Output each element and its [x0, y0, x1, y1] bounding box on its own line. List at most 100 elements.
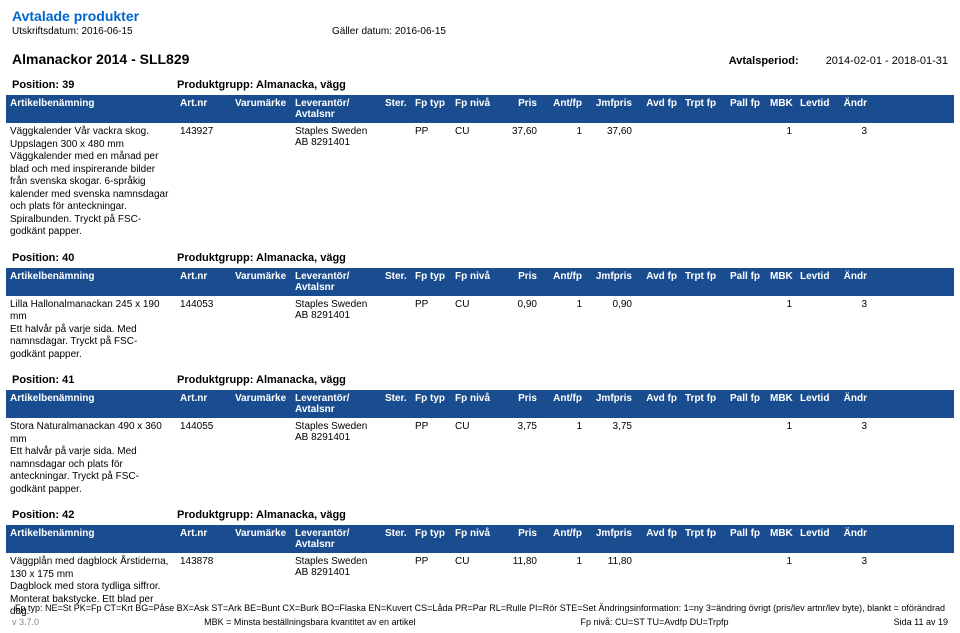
td-fpn: CU [451, 556, 496, 567]
position-line: Position: 40 Produktgrupp: Almanacka, vä… [0, 242, 960, 268]
footer-version: v 3.7.0 [12, 617, 39, 627]
td-fpn: CU [451, 126, 496, 137]
th-trp: Trpt fp [681, 393, 726, 415]
td-name: Stora Naturalmanackan 490 x 360 mmEtt ha… [6, 421, 176, 496]
th-trp: Trpt fp [681, 271, 726, 293]
th-lev: Leverantör/ Avtalsnr [291, 271, 381, 293]
th-lev: Leverantör/ Avtalsnr [291, 393, 381, 415]
td-mbk: 1 [766, 299, 796, 310]
td-lev: Staples Sweden AB 8291401 [291, 421, 381, 443]
td-pris: 11,80 [496, 556, 541, 567]
th-ant: Ant/fp [541, 98, 586, 120]
page-title: Avtalade produkter [0, 0, 960, 26]
td-art: 144053 [176, 299, 231, 310]
position-line: Position: 39 Produktgrupp: Almanacka, vä… [0, 69, 960, 95]
footer-legend: Fp typ: NE=St PK=Fp CT=Krt BG=Påse BX=As… [12, 603, 948, 613]
td-art: 143927 [176, 126, 231, 137]
th-fpt: Fp typ [411, 98, 451, 120]
page-subhead: Utskriftsdatum: 2016-06-15 Gäller datum:… [0, 26, 960, 43]
th-var: Varumärke [231, 271, 291, 293]
th-lev: Leverantör/ Avtalsnr [291, 98, 381, 120]
th-name: Artikelbenämning [6, 393, 176, 415]
td-and: 3 [836, 126, 871, 137]
table-header: Artikelbenämning Art.nr Varumärke Levera… [6, 95, 954, 123]
position-line: Position: 42 Produktgrupp: Almanacka, vä… [0, 499, 960, 525]
th-name: Artikelbenämning [6, 271, 176, 293]
th-and: Ändr [836, 271, 871, 293]
td-pris: 37,60 [496, 126, 541, 137]
td-and: 3 [836, 299, 871, 310]
th-var: Varumärke [231, 98, 291, 120]
product-group-label: Produktgrupp: Almanacka, vägg [177, 252, 346, 264]
td-name: Väggkalender Vår vackra skog. Uppslagen … [6, 126, 176, 239]
th-lev: Leverantör/ Avtalsnr [291, 528, 381, 550]
td-jmf: 0,90 [586, 299, 636, 310]
th-ster: Ster. [381, 271, 411, 293]
th-lev2: Levtid [796, 98, 836, 120]
print-date-label: Utskriftsdatum: [12, 26, 79, 37]
td-pris: 0,90 [496, 299, 541, 310]
th-fpt: Fp typ [411, 393, 451, 415]
th-art: Art.nr [176, 528, 231, 550]
th-fpn: Fp nivå [451, 271, 496, 293]
th-and: Ändr [836, 98, 871, 120]
td-name: Lilla Hallonalmanackan 245 x 190 mmEtt h… [6, 299, 176, 362]
th-art: Art.nr [176, 271, 231, 293]
th-ster: Ster. [381, 98, 411, 120]
td-fpn: CU [451, 421, 496, 432]
td-lev: Staples Sweden AB 8291401 [291, 126, 381, 148]
td-pris: 3,75 [496, 421, 541, 432]
th-art: Art.nr [176, 393, 231, 415]
th-lev2: Levtid [796, 393, 836, 415]
table-row: Stora Naturalmanackan 490 x 360 mmEtt ha… [6, 418, 954, 499]
th-fpn: Fp nivå [451, 98, 496, 120]
th-fpt: Fp typ [411, 528, 451, 550]
position-label: Position: 39 [12, 79, 177, 91]
th-jmf: Jmfpris [586, 528, 636, 550]
page-footer: Fp typ: NE=St PK=Fp CT=Krt BG=Påse BX=As… [0, 599, 960, 633]
th-var: Varumärke [231, 393, 291, 415]
td-ant: 1 [541, 299, 586, 310]
footer-page: Sida 11 av 19 [894, 617, 948, 627]
td-mbk: 1 [766, 556, 796, 567]
th-pris: Pris [496, 393, 541, 415]
th-fpn: Fp nivå [451, 393, 496, 415]
valid-date: 2016-06-15 [395, 26, 446, 37]
th-ster: Ster. [381, 393, 411, 415]
th-pris: Pris [496, 98, 541, 120]
valid-date-label: Gäller datum: [332, 26, 392, 37]
td-fpt: PP [411, 421, 451, 432]
th-var: Varumärke [231, 528, 291, 550]
td-fpt: PP [411, 126, 451, 137]
td-ant: 1 [541, 556, 586, 567]
th-art: Art.nr [176, 98, 231, 120]
th-pris: Pris [496, 271, 541, 293]
td-fpt: PP [411, 299, 451, 310]
position-label: Position: 41 [12, 374, 177, 386]
table-header: Artikelbenämning Art.nr Varumärke Levera… [6, 390, 954, 418]
print-date: 2016-06-15 [81, 26, 132, 37]
th-name: Artikelbenämning [6, 98, 176, 120]
table-header: Artikelbenämning Art.nr Varumärke Levera… [6, 525, 954, 553]
th-avd: Avd fp [636, 98, 681, 120]
th-pall: Pall fp [726, 393, 766, 415]
position-line: Position: 41 Produktgrupp: Almanacka, vä… [0, 364, 960, 390]
th-and: Ändr [836, 393, 871, 415]
footer-mbk: MBK = Minsta beställningsbara kvantitet … [204, 617, 415, 627]
th-lev2: Levtid [796, 528, 836, 550]
product-group-label: Produktgrupp: Almanacka, vägg [177, 374, 346, 386]
th-mbk: MBK [766, 271, 796, 293]
td-art: 143878 [176, 556, 231, 567]
td-ant: 1 [541, 421, 586, 432]
position-label: Position: 40 [12, 252, 177, 264]
td-jmf: 3,75 [586, 421, 636, 432]
section-name: Almanackor 2014 - SLL829 [12, 51, 189, 67]
table-row: Lilla Hallonalmanackan 245 x 190 mmEtt h… [6, 296, 954, 365]
th-fpt: Fp typ [411, 271, 451, 293]
th-ant: Ant/fp [541, 528, 586, 550]
th-trp: Trpt fp [681, 98, 726, 120]
th-mbk: MBK [766, 98, 796, 120]
product-group-label: Produktgrupp: Almanacka, vägg [177, 509, 346, 521]
th-pris: Pris [496, 528, 541, 550]
th-avd: Avd fp [636, 393, 681, 415]
